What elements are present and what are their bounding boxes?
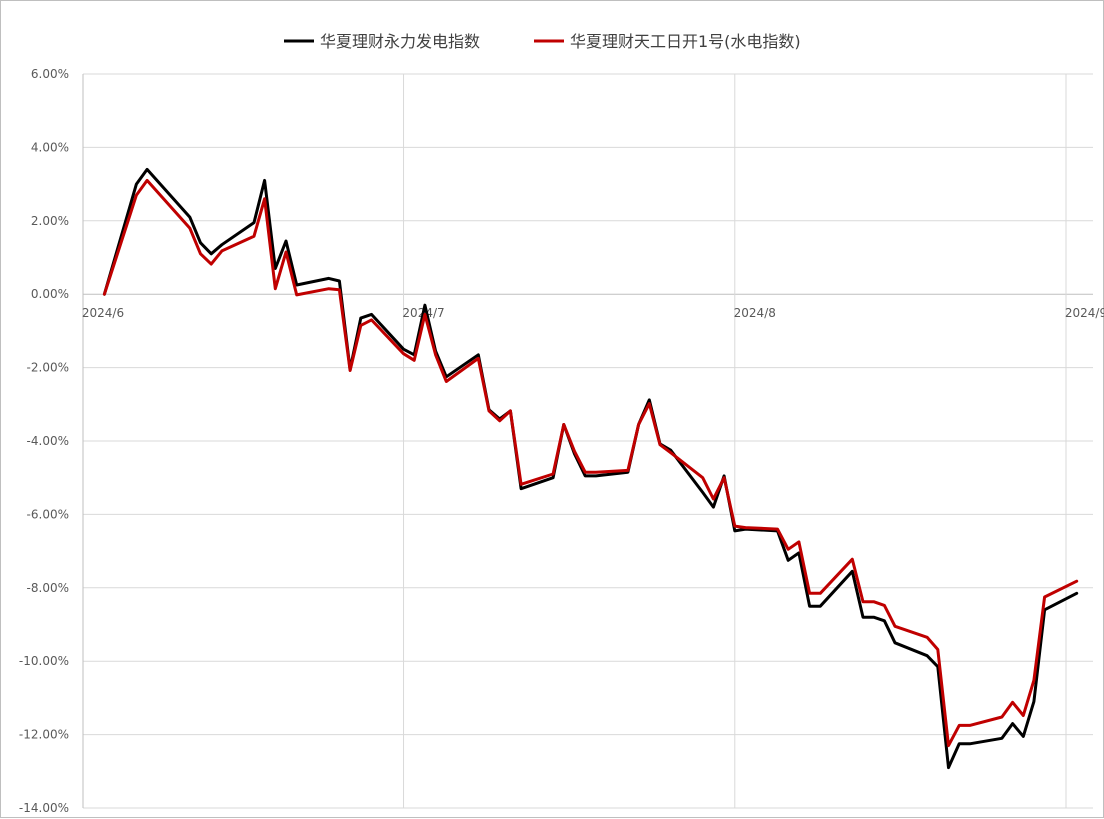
y-tick-label: 6.00% bbox=[31, 67, 69, 81]
series-lines bbox=[102, 167, 1079, 770]
y-tick-label: -12.00% bbox=[19, 728, 69, 742]
y-tick-label: 0.00% bbox=[31, 287, 69, 301]
series-line-1 bbox=[102, 167, 1079, 770]
y-tick-label: -6.00% bbox=[27, 507, 69, 521]
x-tick-label: 2024/6 bbox=[82, 306, 124, 320]
gridlines bbox=[83, 73, 1093, 809]
y-tick-label: -8.00% bbox=[27, 581, 69, 595]
axes: 6.00% 4.00% 2.00% 0.00% -2.00% -4.00% -6.00% -8… bbox=[19, 67, 1104, 815]
legend-label-1: 华夏理财永力发电指数 bbox=[320, 32, 480, 51]
y-tick-label: -2.00% bbox=[27, 361, 69, 375]
y-tick-label: 4.00% bbox=[31, 140, 69, 154]
y-tick-label: 2.00% bbox=[31, 214, 69, 228]
x-tick-label: 2024/9 bbox=[1065, 306, 1104, 320]
x-tick-label: 2024/8 bbox=[734, 306, 776, 320]
y-tick-label: -10.00% bbox=[19, 654, 69, 668]
legend: 华夏理财永力发电指数 华夏理财天工日开1号(水电指数) bbox=[284, 32, 801, 51]
y-tick-label: -14.00% bbox=[19, 801, 69, 815]
legend-label-2: 华夏理财天工日开1号(水电指数) bbox=[570, 32, 801, 51]
y-tick-label: -4.00% bbox=[27, 434, 69, 448]
series-line-2 bbox=[102, 178, 1079, 748]
